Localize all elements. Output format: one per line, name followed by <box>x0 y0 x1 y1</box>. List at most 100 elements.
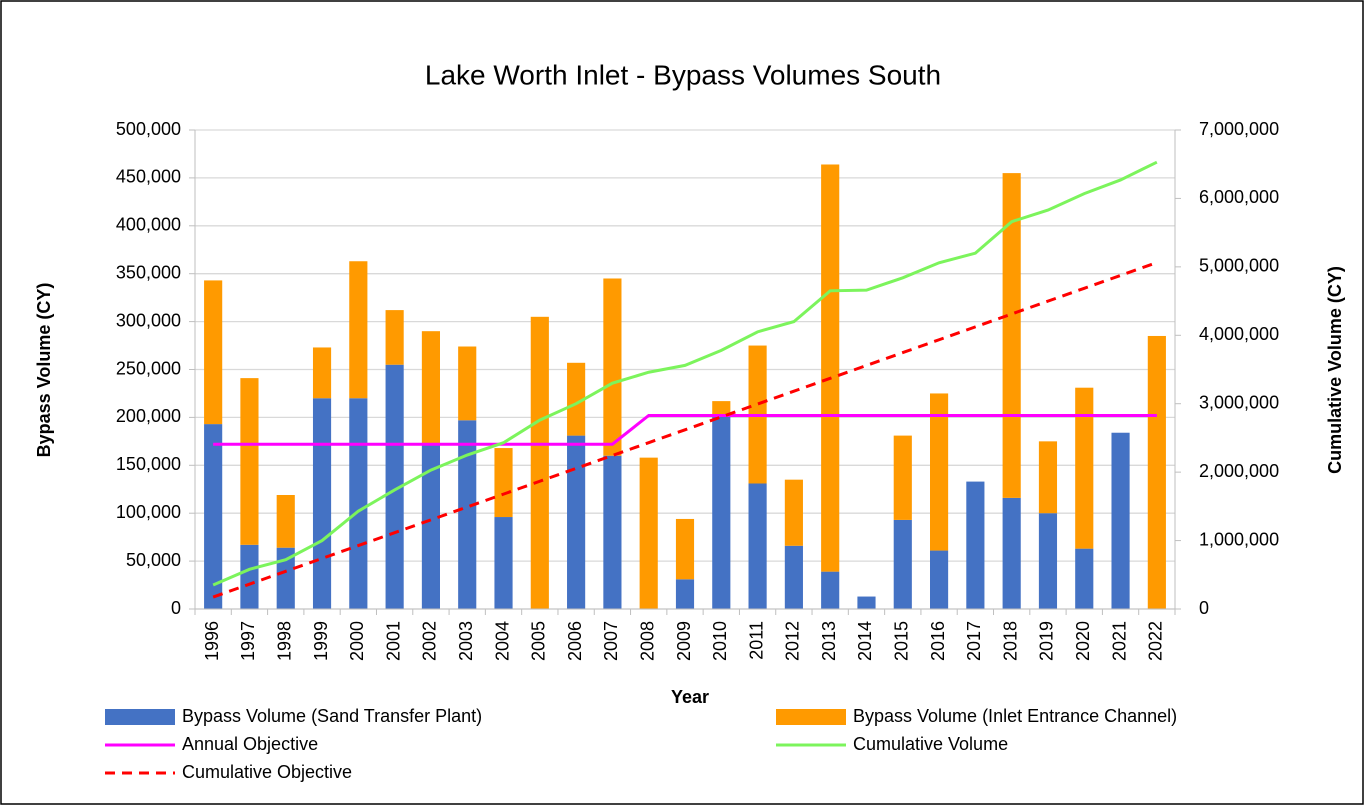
bar <box>675 579 695 609</box>
bar <box>603 455 622 609</box>
x-tick-label: 2005 <box>529 621 549 661</box>
legend-label: Cumulative Volume <box>853 734 1008 754</box>
y2-tick-label: 4,000,000 <box>1199 324 1279 344</box>
y-tick-label: 100,000 <box>116 502 181 522</box>
bar <box>567 362 586 436</box>
bar <box>821 571 840 609</box>
bar <box>312 347 332 399</box>
legend-label: Cumulative Objective <box>182 762 352 782</box>
line <box>212 160 1158 587</box>
y-tick-label: 350,000 <box>116 262 181 282</box>
x-tick-label: 2021 <box>1109 621 1129 661</box>
bar <box>421 444 440 609</box>
bar <box>893 519 912 609</box>
x-tick-label: 2020 <box>1073 621 1093 661</box>
line <box>213 413 1157 446</box>
bar <box>240 544 259 609</box>
x-tick-label: 2009 <box>674 621 694 661</box>
bar <box>821 164 840 572</box>
bar <box>385 310 404 365</box>
bar <box>1147 335 1166 609</box>
y-tick-label: 150,000 <box>116 454 181 474</box>
x-tick-label: 2006 <box>565 621 585 661</box>
x-tick-label: 2008 <box>637 621 657 661</box>
bar <box>1111 432 1130 609</box>
legend-label: Bypass Volume (Inlet Entrance Channel) <box>853 706 1177 726</box>
x-tick-label: 2004 <box>492 621 512 661</box>
bar <box>1038 441 1058 514</box>
y2-tick-label: 0 <box>1199 598 1209 618</box>
bar <box>276 494 295 548</box>
x-tick-label: 2013 <box>819 621 839 661</box>
bar <box>857 596 876 609</box>
y2-tick-label: 1,000,000 <box>1199 529 1279 549</box>
bar <box>784 479 803 546</box>
y-tick-label: 50,000 <box>126 550 181 570</box>
bar <box>639 457 658 609</box>
bar <box>421 331 440 445</box>
x-tick-label: 1999 <box>311 621 331 661</box>
line <box>212 261 1158 599</box>
chart-title: Lake Worth Inlet - Bypass Volumes South <box>425 59 941 90</box>
bar <box>748 483 767 609</box>
x-tick-label: 1998 <box>274 621 294 661</box>
x-tick-label: 2016 <box>928 621 948 661</box>
bar <box>458 420 477 609</box>
y-tick-label: 300,000 <box>116 310 181 330</box>
x-tick-label: 1997 <box>238 621 258 661</box>
x-tick-label: 1996 <box>202 621 222 661</box>
x-tick-label: 2001 <box>383 621 403 661</box>
bar <box>1002 497 1021 609</box>
bar <box>240 378 259 545</box>
legend-label: Annual Objective <box>182 734 318 754</box>
bar <box>712 401 731 415</box>
legend-swatch <box>776 709 846 725</box>
bar <box>204 280 223 425</box>
y2-tick-label: 6,000,000 <box>1199 187 1279 207</box>
x-tick-label: 2003 <box>456 621 476 661</box>
bar <box>204 424 223 609</box>
legend-swatch <box>105 709 175 725</box>
y-axis-title: Bypass Volume (CY) <box>34 283 54 458</box>
x-tick-label: 2000 <box>347 621 367 661</box>
bar <box>603 278 622 456</box>
x-tick-label: 2012 <box>783 621 803 661</box>
y2-axis-title: Cumulative Volume (CY) <box>1325 266 1345 474</box>
y2-tick-label: 3,000,000 <box>1199 392 1279 412</box>
bar <box>458 346 477 421</box>
y2-tick-label: 7,000,000 <box>1199 119 1279 139</box>
bar <box>349 398 368 609</box>
legend-label: Bypass Volume (Sand Transfer Plant) <box>182 706 482 726</box>
x-axis-title: Year <box>671 687 709 707</box>
bar <box>1038 513 1058 609</box>
y-tick-label: 0 <box>171 598 181 618</box>
x-tick-label: 2007 <box>601 621 621 661</box>
bar <box>1075 387 1094 549</box>
x-tick-label: 2017 <box>964 621 984 661</box>
x-tick-label: 2002 <box>420 621 440 661</box>
y2-tick-label: 2,000,000 <box>1199 461 1279 481</box>
bar <box>893 435 912 520</box>
bar <box>494 448 513 518</box>
bar <box>276 547 295 609</box>
x-tick-label: 2019 <box>1037 621 1057 661</box>
x-tick-label: 2010 <box>710 621 730 661</box>
bar <box>494 517 513 609</box>
bar <box>385 364 404 609</box>
y-tick-label: 250,000 <box>116 358 181 378</box>
bar <box>930 393 949 551</box>
x-tick-label: 2018 <box>1000 621 1020 661</box>
bar <box>712 414 731 609</box>
bar <box>349 261 368 399</box>
bar <box>530 316 549 609</box>
y2-tick-label: 5,000,000 <box>1199 256 1279 276</box>
bar <box>966 481 985 609</box>
y-tick-label: 450,000 <box>116 167 181 187</box>
bar <box>1075 548 1094 609</box>
bar <box>567 435 586 609</box>
bar <box>312 398 332 609</box>
bar <box>930 550 949 609</box>
y-tick-label: 400,000 <box>116 215 181 235</box>
